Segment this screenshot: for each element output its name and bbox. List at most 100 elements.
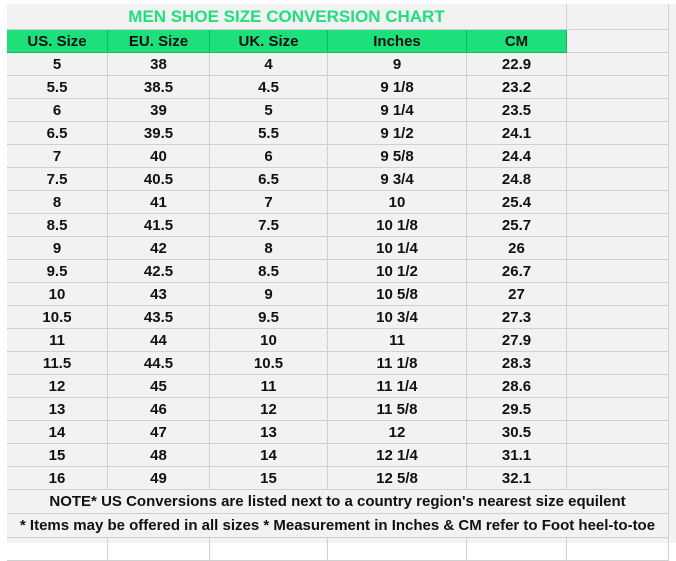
table-cell[interactable]: 46	[108, 398, 210, 421]
empty-cell[interactable]	[567, 4, 669, 30]
table-cell[interactable]: 10.5	[210, 352, 328, 375]
table-cell[interactable]: 7.5	[210, 214, 328, 237]
empty-cell[interactable]	[567, 99, 669, 122]
table-cell[interactable]: 10 1/4	[328, 237, 467, 260]
table-cell[interactable]: 9 1/8	[328, 76, 467, 99]
table-cell[interactable]: 9.5	[210, 306, 328, 329]
table-cell[interactable]: 48	[108, 444, 210, 467]
table-cell[interactable]: 10 1/8	[328, 214, 467, 237]
table-cell[interactable]: 27	[467, 283, 567, 306]
empty-cell[interactable]	[567, 122, 669, 145]
table-cell[interactable]: 6	[210, 145, 328, 168]
table-cell[interactable]: 11	[7, 329, 108, 352]
table-cell[interactable]: 10	[7, 283, 108, 306]
table-cell[interactable]: 31.1	[467, 444, 567, 467]
table-cell[interactable]: 23.2	[467, 76, 567, 99]
empty-cell[interactable]	[567, 53, 669, 76]
table-cell[interactable]: 49	[108, 467, 210, 490]
table-cell[interactable]: 8	[7, 191, 108, 214]
table-cell[interactable]: 11.5	[7, 352, 108, 375]
empty-cell[interactable]	[7, 538, 108, 561]
table-cell[interactable]: 38	[108, 53, 210, 76]
empty-cell[interactable]	[567, 538, 669, 561]
table-cell[interactable]: 7	[7, 145, 108, 168]
table-cell[interactable]: 22.9	[467, 53, 567, 76]
empty-cell[interactable]	[567, 444, 669, 467]
table-cell[interactable]: 12	[328, 421, 467, 444]
table-cell[interactable]: 28.6	[467, 375, 567, 398]
table-cell[interactable]: 15	[210, 467, 328, 490]
column-header[interactable]: Inches	[328, 30, 467, 53]
table-cell[interactable]: 4	[210, 53, 328, 76]
table-cell[interactable]: 9	[7, 237, 108, 260]
empty-cell[interactable]	[567, 329, 669, 352]
table-cell[interactable]: 29.5	[467, 398, 567, 421]
table-cell[interactable]: 5.5	[210, 122, 328, 145]
table-cell[interactable]: 39	[108, 99, 210, 122]
table-cell[interactable]: 24.1	[467, 122, 567, 145]
table-cell[interactable]: 30.5	[467, 421, 567, 444]
empty-cell[interactable]	[567, 191, 669, 214]
table-cell[interactable]: 11 1/8	[328, 352, 467, 375]
table-cell[interactable]: 9 1/4	[328, 99, 467, 122]
table-cell[interactable]: 10.5	[7, 306, 108, 329]
table-cell[interactable]: 25.4	[467, 191, 567, 214]
table-cell[interactable]: 44	[108, 329, 210, 352]
table-cell[interactable]: 28.3	[467, 352, 567, 375]
table-cell[interactable]: 11 5/8	[328, 398, 467, 421]
empty-cell[interactable]	[567, 352, 669, 375]
table-cell[interactable]: 11	[210, 375, 328, 398]
empty-cell[interactable]	[210, 538, 328, 561]
table-cell[interactable]: 9 3/4	[328, 168, 467, 191]
table-cell[interactable]: 9 1/2	[328, 122, 467, 145]
note-row[interactable]: * Items may be offered in all sizes * Me…	[7, 514, 669, 538]
empty-cell[interactable]	[328, 538, 467, 561]
table-cell[interactable]: 10	[210, 329, 328, 352]
note-row[interactable]: NOTE* US Conversions are listed next to …	[7, 490, 669, 514]
table-cell[interactable]: 15	[7, 444, 108, 467]
table-cell[interactable]: 40	[108, 145, 210, 168]
table-cell[interactable]: 24.8	[467, 168, 567, 191]
empty-cell[interactable]	[567, 76, 669, 99]
table-cell[interactable]: 8	[210, 237, 328, 260]
table-cell[interactable]: 43	[108, 283, 210, 306]
table-cell[interactable]: 32.1	[467, 467, 567, 490]
table-cell[interactable]: 26	[467, 237, 567, 260]
table-cell[interactable]: 4.5	[210, 76, 328, 99]
table-cell[interactable]: 40.5	[108, 168, 210, 191]
table-cell[interactable]: 9.5	[7, 260, 108, 283]
table-cell[interactable]: 12 5/8	[328, 467, 467, 490]
empty-cell[interactable]	[567, 375, 669, 398]
table-cell[interactable]: 45	[108, 375, 210, 398]
table-cell[interactable]: 27.3	[467, 306, 567, 329]
table-cell[interactable]: 11 1/4	[328, 375, 467, 398]
table-cell[interactable]: 12	[210, 398, 328, 421]
table-cell[interactable]: 9 5/8	[328, 145, 467, 168]
table-cell[interactable]: 10	[328, 191, 467, 214]
table-cell[interactable]: 6.5	[7, 122, 108, 145]
table-cell[interactable]: 44.5	[108, 352, 210, 375]
table-cell[interactable]: 5.5	[7, 76, 108, 99]
table-cell[interactable]: 5	[210, 99, 328, 122]
empty-cell[interactable]	[567, 237, 669, 260]
table-cell[interactable]: 10 5/8	[328, 283, 467, 306]
empty-cell[interactable]	[567, 421, 669, 444]
table-cell[interactable]: 13	[7, 398, 108, 421]
empty-cell[interactable]	[567, 145, 669, 168]
empty-cell[interactable]	[567, 30, 669, 53]
empty-cell[interactable]	[567, 260, 669, 283]
empty-cell[interactable]	[567, 467, 669, 490]
table-cell[interactable]: 13	[210, 421, 328, 444]
table-cell[interactable]: 14	[210, 444, 328, 467]
empty-cell[interactable]	[567, 168, 669, 191]
table-cell[interactable]: 24.4	[467, 145, 567, 168]
table-cell[interactable]: 12	[7, 375, 108, 398]
column-header[interactable]: UK. Size	[210, 30, 328, 53]
table-cell[interactable]: 16	[7, 467, 108, 490]
table-cell[interactable]: 11	[328, 329, 467, 352]
table-cell[interactable]: 41.5	[108, 214, 210, 237]
table-cell[interactable]: 9	[210, 283, 328, 306]
table-cell[interactable]: 25.7	[467, 214, 567, 237]
column-header[interactable]: CM	[467, 30, 567, 53]
table-cell[interactable]: 27.9	[467, 329, 567, 352]
